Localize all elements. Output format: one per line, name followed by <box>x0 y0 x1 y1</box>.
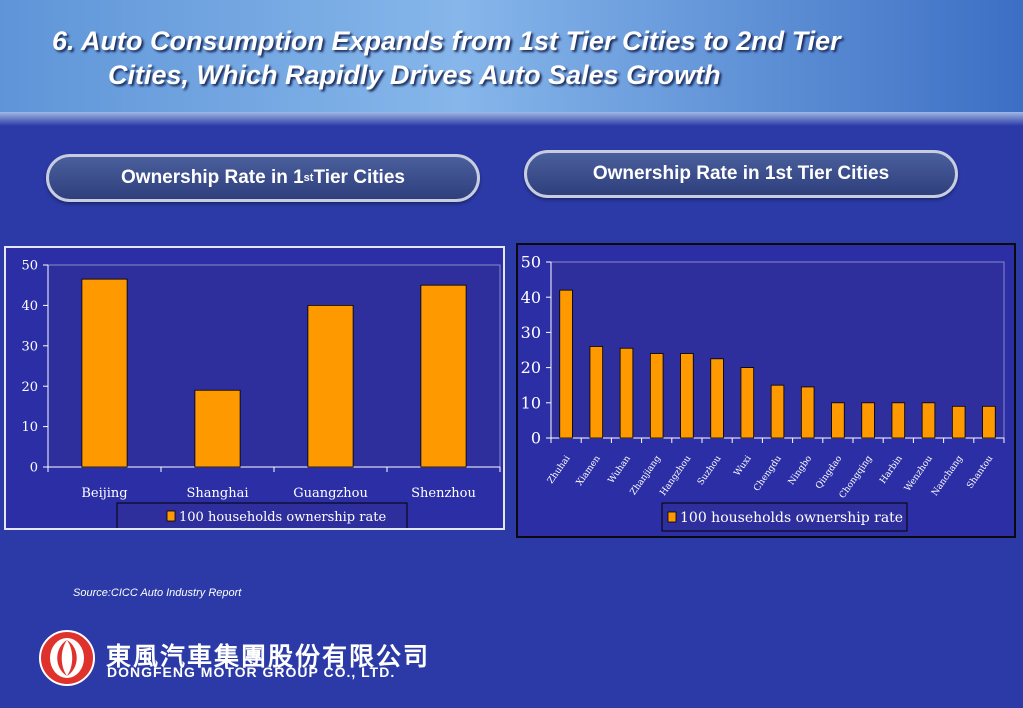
x-category-label: Wenzhou <box>903 454 935 494</box>
legend-label: 100 households ownership rate <box>680 510 903 526</box>
bar <box>307 305 354 468</box>
bar <box>831 402 845 439</box>
x-category-label: Wuhan <box>607 454 633 486</box>
bar <box>740 367 755 439</box>
x-category-label: Zhuhai <box>546 454 573 486</box>
bar <box>921 402 936 439</box>
y-tick-label: 40 <box>521 288 541 307</box>
y-tick-label: 30 <box>521 323 541 342</box>
y-tick-label: 50 <box>21 259 38 274</box>
x-category-label: Suzhou <box>696 454 724 488</box>
bar <box>710 358 724 439</box>
y-tick-label: 40 <box>21 299 38 314</box>
x-category-label: Hangzhou <box>658 454 693 498</box>
y-tick-label: 50 <box>521 253 541 272</box>
left-heading-tail: Tier Cities <box>313 167 405 188</box>
chart-panel-right: 0 10 20 30 40 50 Zhuhai Xiamen Wuhan Zhanjiang Han… <box>516 243 1016 538</box>
legend-box <box>661 502 908 532</box>
y-tick-label: 20 <box>21 380 38 395</box>
x-category-label: Shantou <box>965 454 995 491</box>
x-category-label: Nanchang <box>930 454 965 498</box>
bar <box>194 389 241 468</box>
x-category-label: Wuxi <box>733 454 754 478</box>
right-chart-heading: Ownership Rate in 1st Tier Cities <box>524 150 958 198</box>
dongfeng-logo-icon <box>39 630 95 686</box>
bar <box>891 402 906 439</box>
x-category-label: Qingdao <box>814 454 844 491</box>
bar <box>770 384 785 439</box>
chart-panel-left: 0 10 20 30 40 50 Beijing Shanghai Guangzhou Shenz… <box>4 246 505 530</box>
title-banner <box>0 0 1023 126</box>
y-tick-label: 10 <box>521 393 541 412</box>
bar <box>951 405 966 439</box>
company-name-en: DONGFENG MOTOR GROUP CO., LTD. <box>107 664 396 680</box>
slide-title: 6. Auto Consumption Expands from 1st Tie… <box>52 24 952 92</box>
x-category-label: Guangzhou <box>293 486 368 501</box>
bar <box>680 353 694 439</box>
x-category-label: Zhanjiang <box>629 454 664 497</box>
x-category-label: Harbin <box>878 454 905 486</box>
bar <box>589 346 604 439</box>
legend-swatch <box>166 510 176 522</box>
y-tick-label: 30 <box>21 339 38 354</box>
source-note: Source:CICC Auto Industry Report <box>73 587 242 599</box>
bar <box>649 353 664 439</box>
bar <box>800 386 815 439</box>
legend-swatch <box>667 511 677 523</box>
bar <box>559 289 573 439</box>
left-heading-sup: st <box>303 172 314 184</box>
y-tick-label: 0 <box>30 461 38 476</box>
y-tick-label: 0 <box>531 429 541 448</box>
legend-box <box>116 502 408 528</box>
bar <box>982 405 996 439</box>
right-heading-text: Ownership Rate in 1st Tier Cities <box>592 163 890 184</box>
y-tick-label: 10 <box>21 420 38 435</box>
y-tick-label: 20 <box>521 358 541 377</box>
legend-label: 100 households ownership rate <box>179 510 386 525</box>
x-category-label: Shenzhou <box>411 486 476 501</box>
x-category-label: Xiamen <box>575 454 603 488</box>
title-line-1: 6. Auto Consumption Expands from 1st Tie… <box>52 26 841 56</box>
chart-left: 0 10 20 30 40 50 Beijing Shanghai Guangzhou Shenz… <box>21 259 501 528</box>
x-category-label: Chengdu <box>752 454 784 494</box>
bar <box>420 284 467 468</box>
x-category-label: Beijing <box>81 486 127 501</box>
left-heading-text: Ownership Rate in 1 <box>121 167 304 188</box>
bar <box>861 402 875 439</box>
x-category-label: Ningbo <box>787 454 814 487</box>
x-category-label: Shanghai <box>186 486 248 501</box>
title-line-2: Cities, Which Rapidly Drives Auto Sales … <box>108 60 721 90</box>
bar <box>81 278 128 468</box>
chart-right: 0 10 20 30 40 50 Zhuhai Xiamen WuhanZhanjiangHan… <box>521 253 1005 532</box>
company-name-cn: 東風汽車集團股份有限公司 <box>106 643 431 671</box>
bar <box>619 347 634 439</box>
